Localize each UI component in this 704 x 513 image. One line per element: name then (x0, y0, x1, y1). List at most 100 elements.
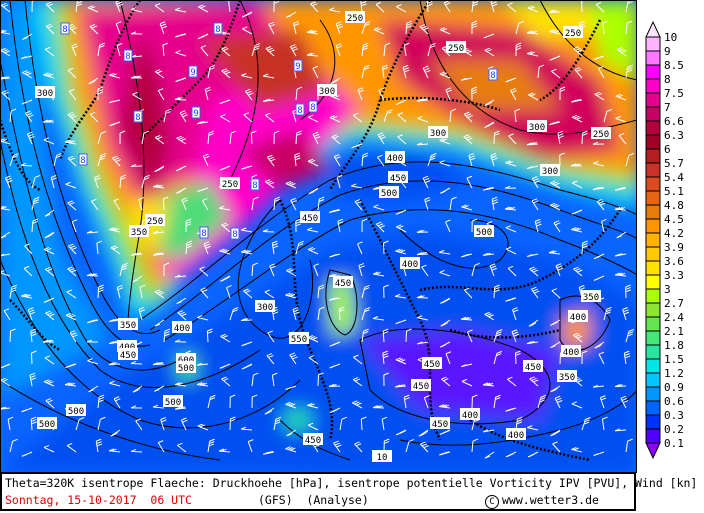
wind-barb (221, 376, 231, 387)
contour-label: 450 (120, 351, 136, 361)
wind-barb (439, 429, 451, 435)
wind-barb (460, 316, 473, 321)
wind-barb (463, 111, 473, 123)
wind-barb (293, 20, 300, 35)
wind-barb (71, 43, 78, 57)
wind-barb (383, 284, 389, 299)
wind-barb (625, 284, 631, 299)
wind-barb (175, 165, 187, 172)
wind-barb (514, 108, 521, 123)
wind-barb (416, 142, 429, 146)
wind-barb (329, 407, 341, 414)
wind-barb (43, 137, 55, 145)
wind-barb (361, 64, 370, 79)
wind-barb (550, 319, 561, 326)
wind-barb (174, 406, 187, 410)
wind-barb (377, 132, 386, 145)
wind-barb (220, 275, 231, 282)
contour-label-bg (527, 120, 547, 132)
wind-barb (271, 240, 279, 255)
wind-barb (266, 154, 276, 167)
wind-barb (196, 120, 209, 125)
wind-barb (419, 441, 429, 453)
wind-barb (623, 350, 631, 365)
colorbar-swatch (645, 358, 661, 374)
colorbar-label: 8.5 (664, 59, 684, 72)
colorbar-swatch (645, 372, 661, 388)
wind-barb (295, 218, 302, 233)
colorbar-label: 8 (664, 73, 671, 86)
wind-barb (229, 130, 237, 145)
wind-barb (196, 382, 209, 387)
colorbar-label: 6.6 (664, 115, 684, 128)
wind-barb (175, 77, 187, 83)
contour-label-bg (506, 428, 526, 440)
wind-barb (440, 297, 451, 304)
wind-barb (416, 295, 429, 299)
wind-barb (89, 111, 99, 123)
wind-barb (119, 130, 126, 145)
contour-label-bg (379, 186, 399, 198)
website-link[interactable]: www.wetter3.de (502, 493, 599, 507)
wind-barb (405, 438, 415, 453)
wind-barb (416, 341, 429, 345)
wind-barb (505, 407, 517, 412)
colorbar-label: 0.9 (664, 381, 684, 394)
wind-barb (550, 341, 561, 349)
wind-barb (71, 219, 78, 233)
wind-barb (67, 155, 77, 167)
wind-barb (570, 163, 583, 167)
ipv-label-bg (78, 153, 88, 166)
contour-label: 500 (39, 420, 55, 430)
wind-barb (537, 64, 545, 79)
wind-barb (0, 377, 11, 387)
wind-barb (483, 33, 495, 39)
wind-barb (200, 45, 209, 57)
wind-barb (96, 240, 103, 255)
wind-barb (306, 52, 319, 57)
wind-barb (482, 429, 495, 433)
wind-barb (21, 451, 33, 457)
wind-barb (175, 33, 187, 38)
wind-barb (42, 119, 55, 123)
contour-label-bg (557, 370, 577, 382)
wind-barb (266, 353, 275, 365)
wind-barb (160, 417, 167, 431)
colorbar-label: 0.6 (664, 395, 684, 408)
wind-barb (21, 407, 33, 413)
wind-barb (20, 293, 33, 299)
wind-barb (439, 160, 451, 167)
ipv-label: 8 (297, 106, 302, 116)
wind-barb (87, 358, 99, 365)
wind-barb (24, 243, 33, 255)
wind-barb (152, 404, 165, 409)
contour-label-bg (118, 348, 138, 360)
wind-barb (306, 29, 319, 35)
wind-barb (64, 139, 77, 145)
wind-barb (116, 284, 124, 299)
wind-barb (207, 130, 215, 145)
wind-barb (515, 42, 522, 57)
wind-barb (45, 1, 55, 13)
ipv-label: 8 (252, 181, 257, 191)
wind-barb (109, 227, 121, 233)
wind-barb (202, 153, 210, 167)
ipv-label: 9 (193, 109, 198, 119)
ipv-label: 9 (295, 62, 300, 72)
contour-label: 10 (377, 453, 388, 463)
wind-barb (244, 88, 254, 101)
wind-barb (625, 64, 633, 79)
contour-label: 500 (68, 407, 84, 417)
wind-barb (592, 186, 605, 191)
wind-barb (241, 165, 253, 170)
contour-label: 250 (593, 130, 609, 140)
ipv-label-bg (133, 110, 143, 123)
wind-barb (504, 206, 517, 211)
wind-barb (573, 332, 583, 343)
wind-barb (185, 218, 192, 233)
colorbar-swatch (645, 204, 661, 220)
wind-barb (464, 287, 473, 299)
wind-barb (596, 199, 606, 211)
wind-barb (139, 284, 146, 299)
